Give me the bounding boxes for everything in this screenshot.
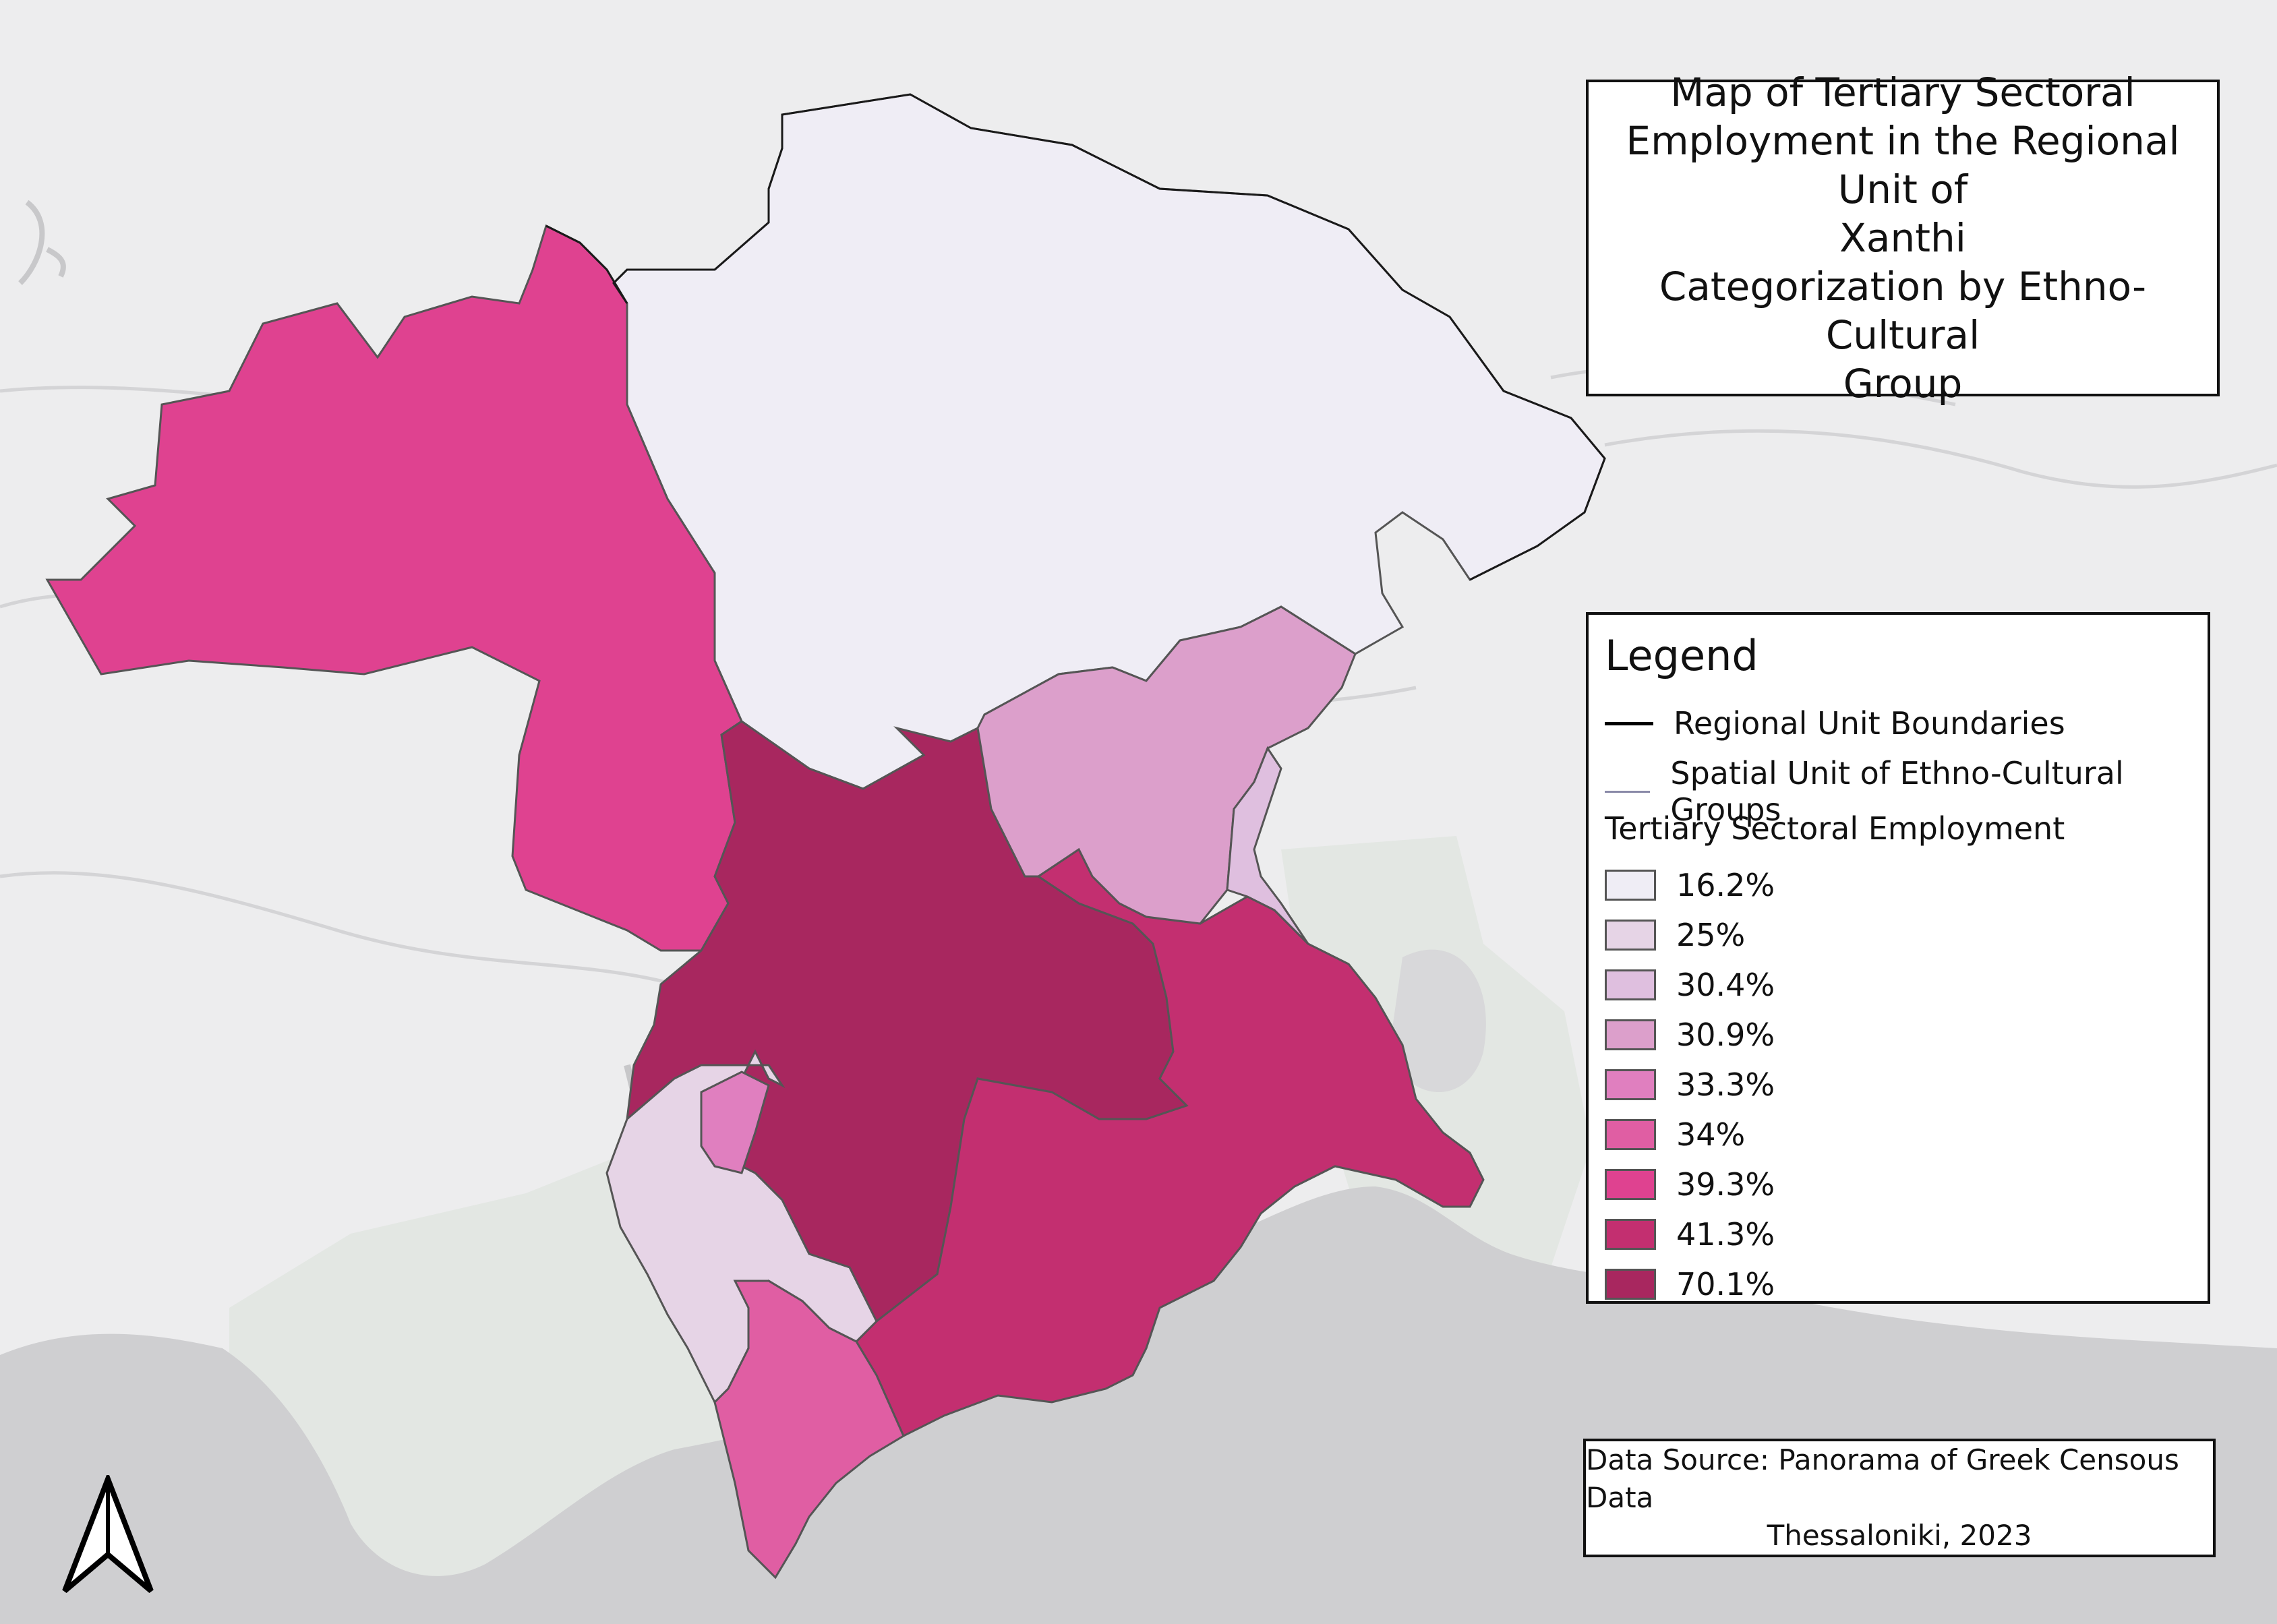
region-41-3-percent[interactable] xyxy=(855,847,1485,1438)
legend-class-16-2: 16.2% xyxy=(1605,867,1775,903)
legend-class-swatch xyxy=(1605,969,1656,1000)
data-source-line-2: Thessaloniki, 2023 xyxy=(1767,1519,2032,1552)
legend-class-39-3: 39.3% xyxy=(1605,1166,1775,1203)
legend-class-swatch xyxy=(1605,920,1656,951)
map-title-box: Map of Tertiary Sectoral Employment in t… xyxy=(1586,69,2220,407)
legend-class-swatch xyxy=(1605,1119,1656,1150)
legend-class-label: 33.3% xyxy=(1676,1066,1775,1103)
region-30-4-percent[interactable] xyxy=(1226,746,1309,945)
legend-class-swatch xyxy=(1605,1219,1656,1250)
map-subtitle-line-2: Group xyxy=(1843,361,1963,407)
legend-class-label: 39.3% xyxy=(1676,1166,1775,1203)
legend-class-70-1: 70.1% xyxy=(1605,1266,1775,1302)
legend-class-swatch xyxy=(1605,870,1656,901)
legend-class-33-3: 33.3% xyxy=(1605,1066,1775,1103)
legend-class-label: 70.1% xyxy=(1676,1266,1775,1302)
map-subtitle-line-1: Categorization by Ethno-Cultural xyxy=(1659,264,2147,358)
data-source-line-1: Data Source: Panorama of Greek Censous D… xyxy=(1586,1443,2179,1514)
legend-line-swatch-black xyxy=(1605,721,1653,725)
legend-class-swatch xyxy=(1605,1169,1656,1200)
legend-class-30-4: 30.4% xyxy=(1605,967,1775,1003)
legend-class-25: 25% xyxy=(1605,917,1745,953)
data-source-box: Data Source: Panorama of Greek Censous D… xyxy=(1583,1439,2216,1557)
region-33-3-percent[interactable] xyxy=(700,1071,770,1174)
legend-class-swatch xyxy=(1605,1069,1656,1100)
legend-item-spatial-unit: Spatial Unit of Ethno-Cultural Groups xyxy=(1605,755,2208,828)
legend-class-label: 34% xyxy=(1676,1116,1746,1153)
legend: Legend Regional Unit Boundaries Spatial … xyxy=(1586,612,2210,1304)
legend-class-label: 30.4% xyxy=(1676,967,1775,1003)
legend-class-30-9: 30.9% xyxy=(1605,1017,1775,1053)
legend-class-label: 25% xyxy=(1676,917,1746,953)
basemap-lagoon xyxy=(1389,949,1486,1092)
regional-unit-boundary xyxy=(545,93,1606,581)
legend-classes-heading: Tertiary Sectoral Employment xyxy=(1605,810,2065,847)
legend-item-label: Regional Unit Boundaries xyxy=(1674,705,2065,742)
legend-class-label: 16.2% xyxy=(1676,867,1775,903)
north-arrow-icon xyxy=(62,1475,154,1594)
legend-class-label: 30.9% xyxy=(1676,1017,1775,1053)
legend-item-label: Spatial Unit of Ethno-Cultural Groups xyxy=(1670,755,2124,828)
map-title-line-1: Map of Tertiary Sectoral xyxy=(1670,69,2135,115)
basemap-lake-nw xyxy=(18,200,66,285)
legend-class-41-3: 41.3% xyxy=(1605,1216,1775,1253)
legend-class-label: 41.3% xyxy=(1676,1216,1775,1253)
region-39-3-percent[interactable] xyxy=(45,224,743,952)
legend-class-34: 34% xyxy=(1605,1116,1745,1153)
legend-class-swatch xyxy=(1605,1269,1656,1300)
legend-heading: Legend xyxy=(1605,631,1758,680)
map-title-line-2: Employment in the Regional Unit of xyxy=(1626,118,2180,212)
legend-class-swatch xyxy=(1605,1019,1656,1050)
region-34-percent[interactable] xyxy=(713,1280,905,1580)
region-25-percent[interactable] xyxy=(605,1049,878,1404)
map-title-line-3: Xanthi xyxy=(1839,215,1966,261)
legend-line-swatch-grey xyxy=(1605,790,1651,793)
legend-item-regional-unit-boundaries: Regional Unit Boundaries xyxy=(1605,705,2065,742)
